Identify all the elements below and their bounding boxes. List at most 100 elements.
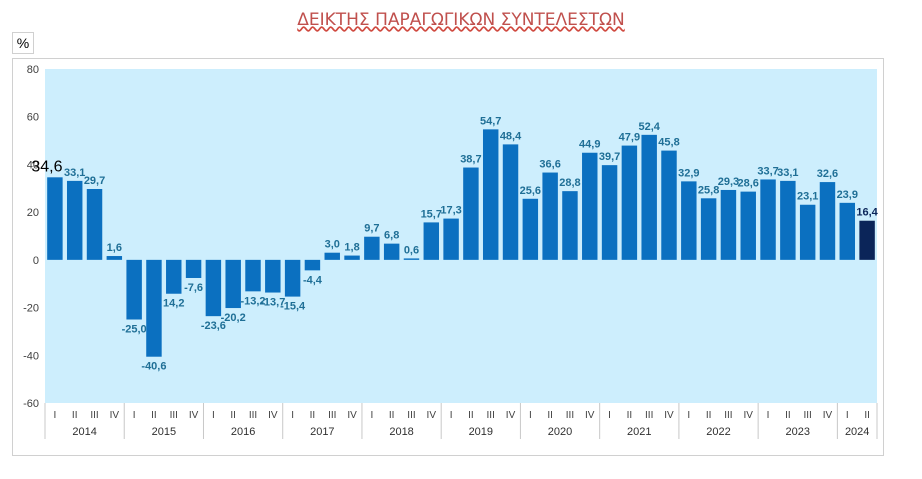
data-label: 14,2 (163, 298, 184, 310)
x-tick-label: I (54, 410, 57, 421)
data-label: 33,7 (757, 165, 778, 177)
bar (641, 134, 657, 260)
y-tick-label: 80 (27, 64, 39, 76)
bar (839, 202, 856, 260)
y-tick-label: 60 (27, 112, 39, 124)
bar (582, 152, 598, 260)
year-label: 2014 (72, 426, 96, 438)
y-tick-label: 40 (27, 159, 39, 171)
bar (700, 198, 717, 260)
bar (106, 256, 123, 260)
bar (661, 150, 677, 260)
bar (364, 236, 380, 260)
x-tick-label: I (846, 410, 849, 421)
bar-chart: 806040200-20-40-6034,6I33,1II29,7III1,6I… (23, 64, 879, 439)
data-label: 25,8 (698, 184, 719, 196)
x-tick-label: I (133, 410, 136, 421)
year-label: 2015 (152, 426, 176, 438)
data-label: 33,1 (777, 167, 798, 179)
bar (47, 177, 63, 260)
x-tick-label: III (803, 410, 811, 421)
data-label: 34,6 (31, 158, 62, 175)
bar (166, 259, 182, 294)
data-label: 6,8 (384, 230, 399, 242)
y-tick-label: 0 (33, 255, 39, 267)
year-label: 2016 (231, 426, 255, 438)
x-tick-label: III (724, 410, 732, 421)
y-tick-label: 20 (27, 207, 39, 219)
data-label: -15,4 (280, 301, 306, 313)
data-label: 29,7 (84, 175, 105, 187)
data-label: 29,3 (718, 176, 739, 188)
bar (799, 204, 816, 260)
data-label: -40,6 (141, 361, 166, 373)
bar (760, 179, 776, 260)
x-tick-label: III (249, 410, 257, 421)
x-tick-label: I (212, 410, 215, 421)
x-tick-label: II (785, 410, 791, 421)
x-tick-label: II (864, 410, 870, 421)
bar (542, 172, 558, 260)
year-label: 2021 (627, 426, 651, 438)
data-label: 28,8 (559, 177, 580, 189)
x-tick-label: IV (110, 410, 120, 421)
year-label: 2019 (469, 426, 493, 438)
x-tick-label: III (328, 410, 336, 421)
x-tick-label: IV (268, 410, 278, 421)
bar (423, 222, 440, 260)
data-label: 47,9 (619, 132, 640, 144)
bar (443, 218, 459, 260)
bar (185, 259, 202, 278)
bar (482, 129, 499, 260)
data-label: 32,6 (817, 168, 838, 180)
data-label: -23,6 (201, 320, 226, 332)
data-label: 9,7 (364, 223, 379, 235)
x-tick-label: I (608, 410, 611, 421)
year-label: 2022 (706, 426, 730, 438)
x-tick-label: IV (585, 410, 595, 421)
bar (344, 255, 360, 260)
bar (383, 243, 400, 260)
chart-title: ΔΕΙΚΤΗΣ ΠΑΡΑΓΩΓΙΚΩΝ ΣΥΝΤΕΛΕΣΤΩΝ (297, 10, 625, 30)
data-label: 52,4 (638, 121, 660, 133)
x-tick-label: IV (427, 410, 437, 421)
x-tick-label: III (170, 410, 178, 421)
x-tick-label: III (90, 410, 98, 421)
x-tick-label: II (230, 410, 236, 421)
data-label: 16,4 (856, 207, 878, 219)
year-label: 2018 (389, 426, 413, 438)
x-tick-label: IV (189, 410, 199, 421)
bar (324, 252, 340, 260)
x-tick-label: II (627, 410, 633, 421)
bar (66, 180, 83, 260)
bar (780, 180, 796, 260)
y-tick-label: -40 (23, 350, 39, 362)
bar (502, 144, 519, 260)
x-tick-label: I (767, 410, 770, 421)
x-tick-label: III (645, 410, 653, 421)
bar (601, 165, 618, 260)
data-label: 48,4 (500, 130, 522, 142)
year-label: 2024 (845, 426, 869, 438)
data-label: 0,6 (404, 244, 419, 256)
bar (522, 198, 539, 260)
x-tick-label: IV (744, 410, 754, 421)
x-tick-label: IV (664, 410, 674, 421)
bar (304, 259, 321, 271)
bar (720, 189, 737, 260)
bar (205, 259, 222, 317)
x-tick-label: I (529, 410, 532, 421)
data-label: -25,0 (122, 324, 147, 336)
bar (562, 191, 578, 260)
bar (245, 259, 261, 292)
bar (126, 259, 142, 320)
data-label: -4,4 (303, 274, 323, 286)
bar (463, 167, 479, 260)
x-tick-label: IV (506, 410, 516, 421)
x-tick-label: I (687, 410, 690, 421)
data-label: 3,0 (325, 239, 340, 251)
x-tick-label: II (468, 410, 474, 421)
y-tick-label: -60 (23, 398, 39, 410)
data-label: 36,6 (539, 159, 560, 171)
data-label: -13,2 (240, 295, 265, 307)
